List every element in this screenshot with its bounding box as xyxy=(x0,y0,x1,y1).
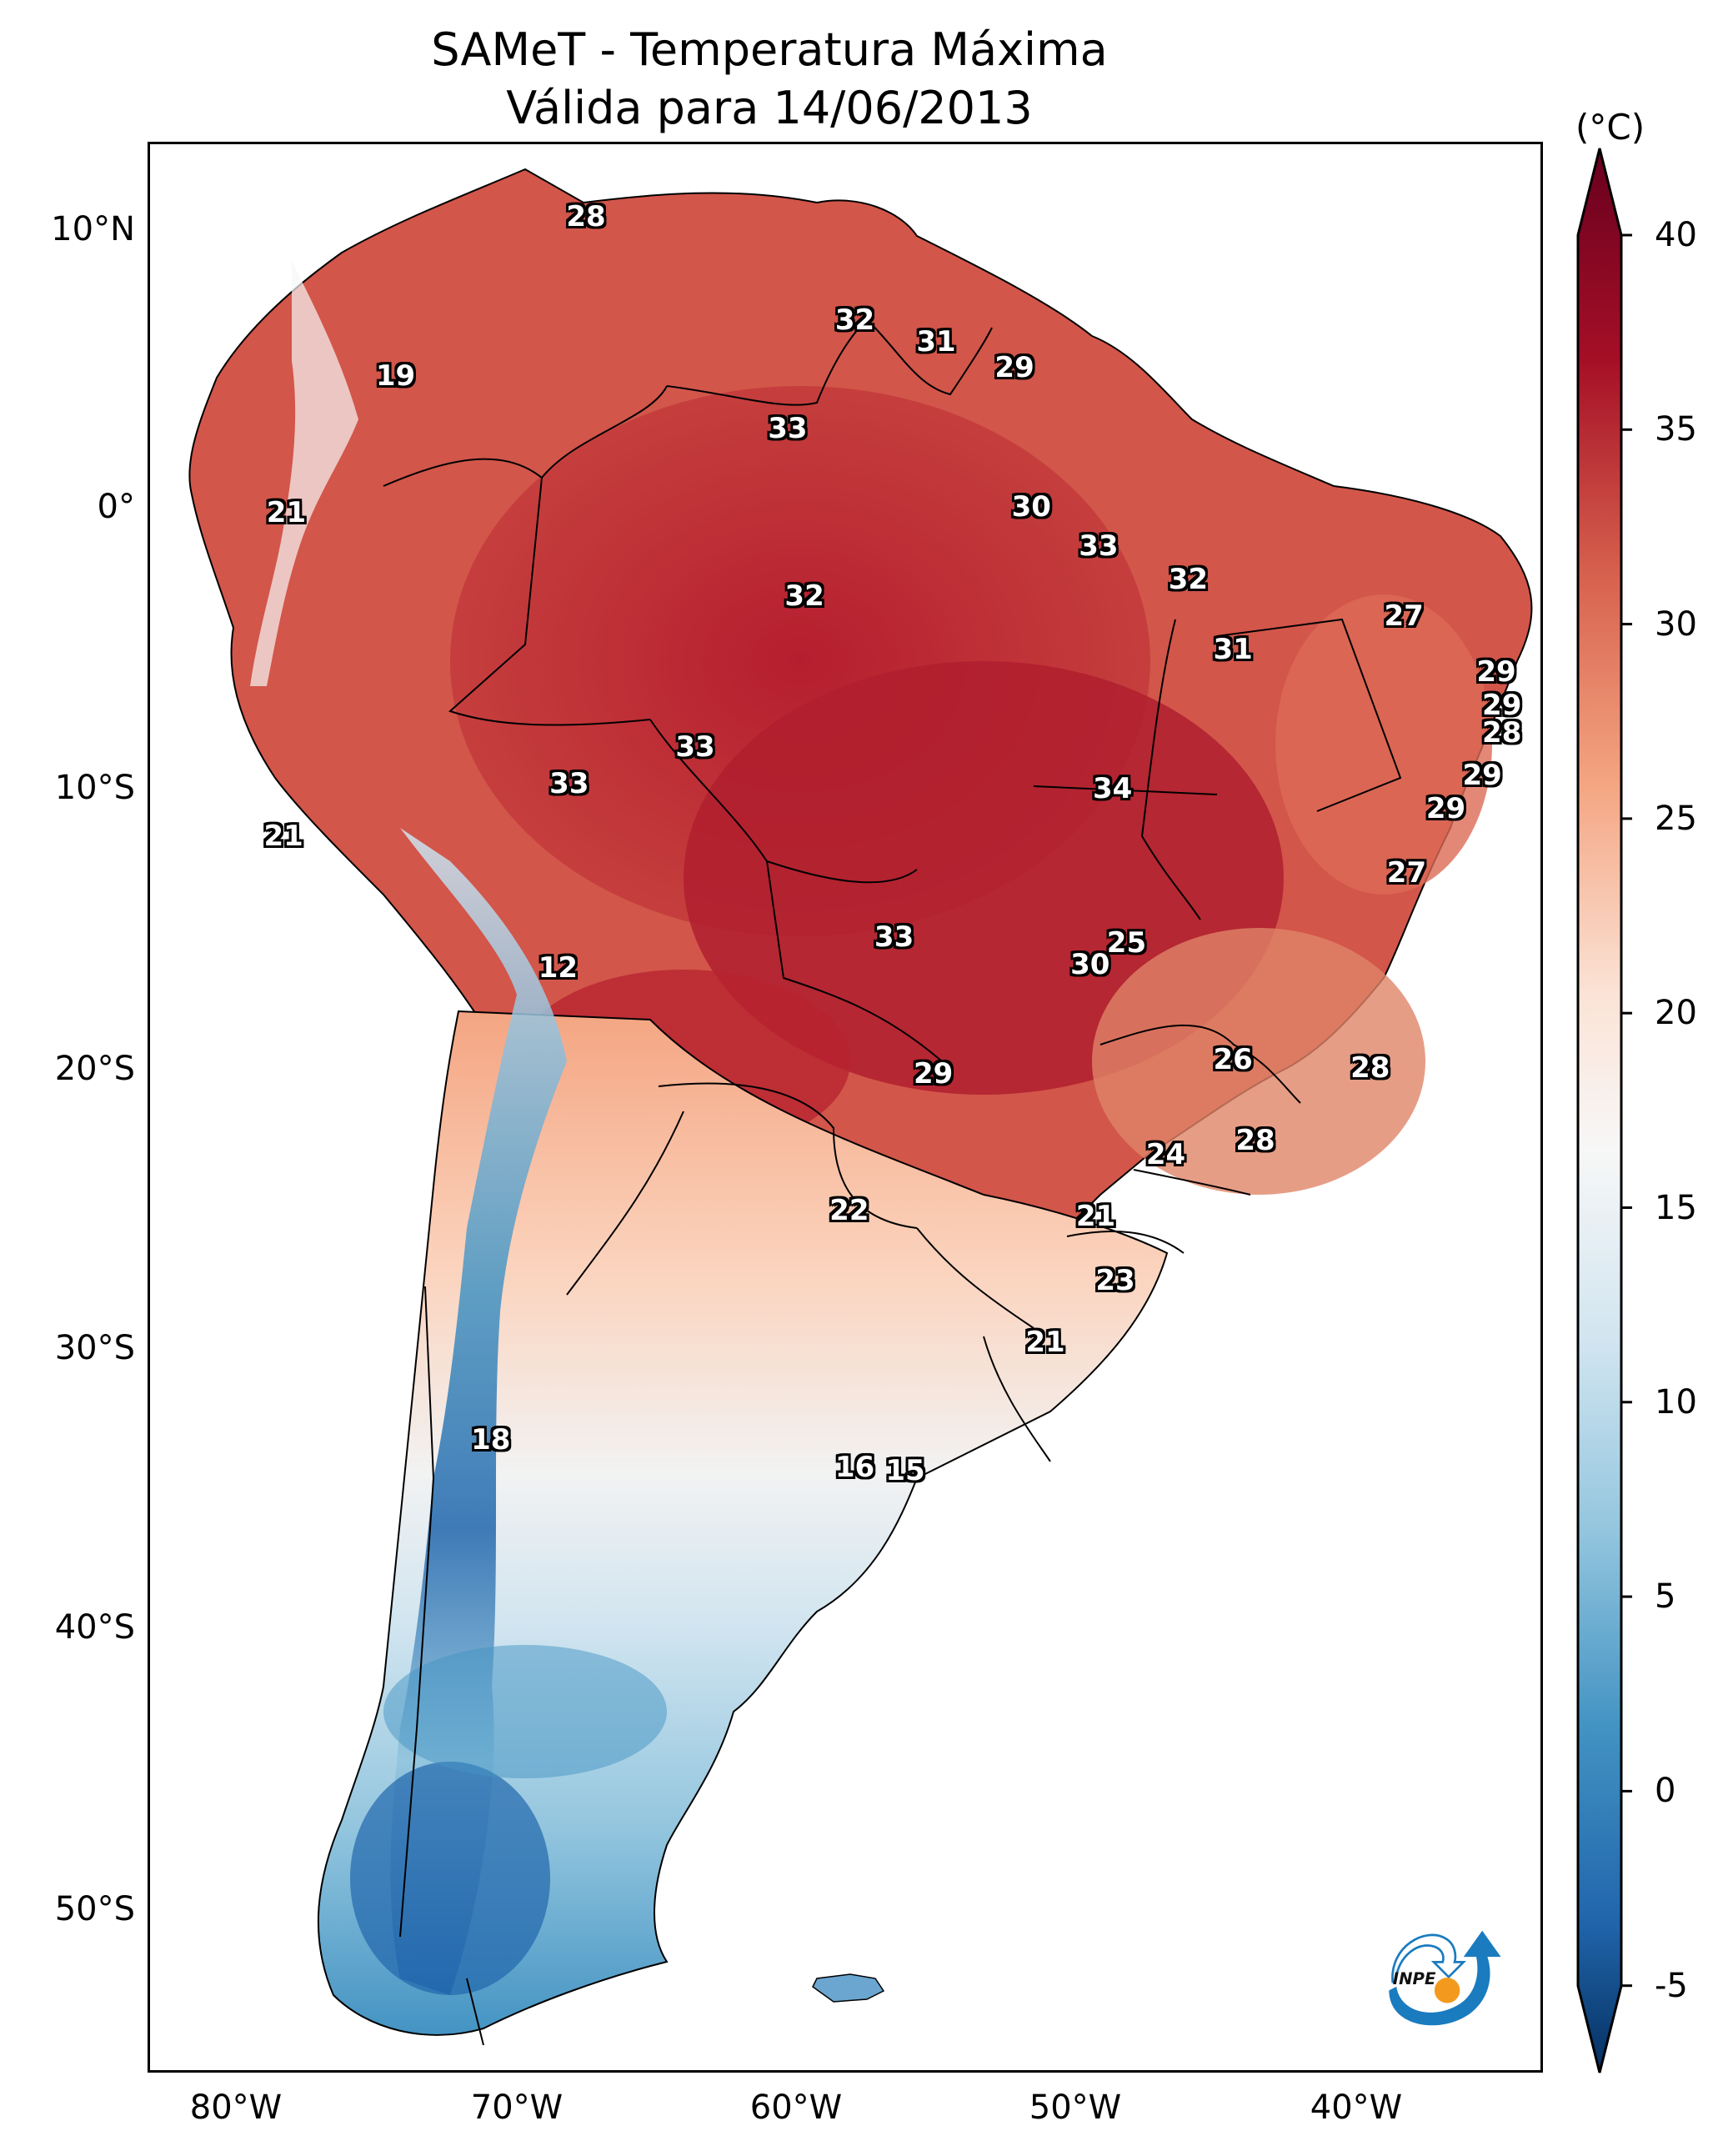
temperature-label: 32 xyxy=(1168,563,1209,597)
chart-title: SAMeT - Temperatura Máxima xyxy=(431,23,1108,76)
temperature-label: 32 xyxy=(834,303,875,337)
colorbar-tick-label: 30 xyxy=(1655,604,1697,644)
colorbar-tick-label: 10 xyxy=(1655,1382,1697,1421)
temperature-label: 19 xyxy=(375,358,416,393)
temperature-label: 29 xyxy=(1425,791,1466,825)
temperature-label: 34 xyxy=(1093,772,1133,806)
temperature-label: 26 xyxy=(1213,1043,1253,1077)
x-tick-70w: 70°W xyxy=(470,2088,563,2127)
y-tick-30s: 30°S xyxy=(54,1329,135,1367)
x-tick-50w: 50°W xyxy=(1029,2088,1122,2127)
colorbar-tick-label: 15 xyxy=(1655,1188,1697,1227)
colorbar-tick-label: 35 xyxy=(1655,410,1697,449)
colorbar-tick-label: 40 xyxy=(1655,216,1697,254)
warm-northeast xyxy=(1275,594,1492,895)
temperature-label: 32 xyxy=(784,579,824,614)
temperature-label: 28 xyxy=(1482,716,1522,750)
temperature-label: 27 xyxy=(1386,855,1427,890)
logo-sun-icon xyxy=(1434,1978,1460,2003)
temperature-label: 28 xyxy=(1235,1124,1275,1158)
logo-arrow-outline-icon xyxy=(1391,1933,1467,1983)
temperature-label: 33 xyxy=(675,730,715,765)
chart-subtitle: Válida para 14/06/2013 xyxy=(506,82,1033,134)
temperature-label: 30 xyxy=(1011,490,1051,524)
inpe-logo: INPE xyxy=(1389,1930,1501,2026)
temperature-label: 31 xyxy=(1213,632,1253,666)
temperature-map xyxy=(188,168,1533,2046)
colorbar-tick-label: 20 xyxy=(1655,994,1697,1033)
temperature-label: 33 xyxy=(768,412,808,446)
temperature-label: 21 xyxy=(266,495,307,529)
temperature-label: 29 xyxy=(994,350,1034,384)
y-tick-10n: 10°N xyxy=(51,210,135,248)
x-tick-80w: 80°W xyxy=(189,2088,283,2127)
temperature-label: 29 xyxy=(913,1057,954,1091)
temperature-label: 21 xyxy=(263,820,303,854)
colorbar-tick-label: 25 xyxy=(1655,799,1697,838)
colorbar-tick-label: 5 xyxy=(1655,1577,1676,1617)
temperature-label: 16 xyxy=(834,1451,875,1485)
x-tick-40w: 40°W xyxy=(1310,2088,1403,2127)
map-frame xyxy=(148,142,1543,2073)
colorbar-tick-label: -5 xyxy=(1655,1966,1688,2005)
temperature-label: 18 xyxy=(471,1422,511,1457)
patagonia-cold xyxy=(350,1762,550,1995)
temperature-label: 24 xyxy=(1145,1138,1186,1172)
temperature-label: 30 xyxy=(1070,948,1110,982)
temperature-label: 33 xyxy=(549,766,589,800)
temperature-label: 15 xyxy=(885,1453,925,1487)
temperature-label: 21 xyxy=(1025,1325,1065,1359)
logo-text: INPE xyxy=(1393,1969,1436,1988)
colorbar-body xyxy=(1576,148,1623,2073)
y-tick-10s: 10°S xyxy=(54,769,135,807)
patagonia-mid xyxy=(383,1645,667,1778)
temperature-label: 22 xyxy=(829,1194,869,1228)
colorbar-ticks xyxy=(1621,233,1632,1988)
falklands xyxy=(812,1973,885,2003)
y-tick-50s: 50°S xyxy=(54,1890,135,1928)
temperature-label: 33 xyxy=(1079,529,1119,563)
temperature-label: 21 xyxy=(1075,1199,1116,1233)
temperature-label: 12 xyxy=(538,950,579,985)
country-borders xyxy=(383,318,1402,2046)
temperature-label: 33 xyxy=(874,920,914,954)
logo-swoosh-icon xyxy=(1389,1930,1501,2026)
colorbar-tick-label: 0 xyxy=(1655,1772,1676,1811)
continent-south xyxy=(317,1010,1169,2036)
temperature-label: 29 xyxy=(1482,688,1522,722)
temperature-label: 25 xyxy=(1106,925,1147,960)
colorbar xyxy=(1576,148,1632,2073)
y-tick-20s: 20°S xyxy=(54,1050,135,1088)
colorbar-unit-label: (°C) xyxy=(1575,107,1645,148)
y-tick-0: 0° xyxy=(97,488,135,526)
temperature-label: 29 xyxy=(1476,654,1516,689)
temperature-label: 28 xyxy=(566,199,606,233)
colombia-andes xyxy=(250,261,358,686)
temperature-label: 28 xyxy=(1350,1051,1390,1086)
temperature-label: 23 xyxy=(1095,1263,1135,1297)
x-tick-60w: 60°W xyxy=(749,2088,843,2127)
temperature-label: 31 xyxy=(916,325,956,359)
temperature-label: 29 xyxy=(1462,758,1502,792)
temperature-label: 27 xyxy=(1384,599,1424,633)
y-tick-40s: 40°S xyxy=(54,1608,135,1647)
